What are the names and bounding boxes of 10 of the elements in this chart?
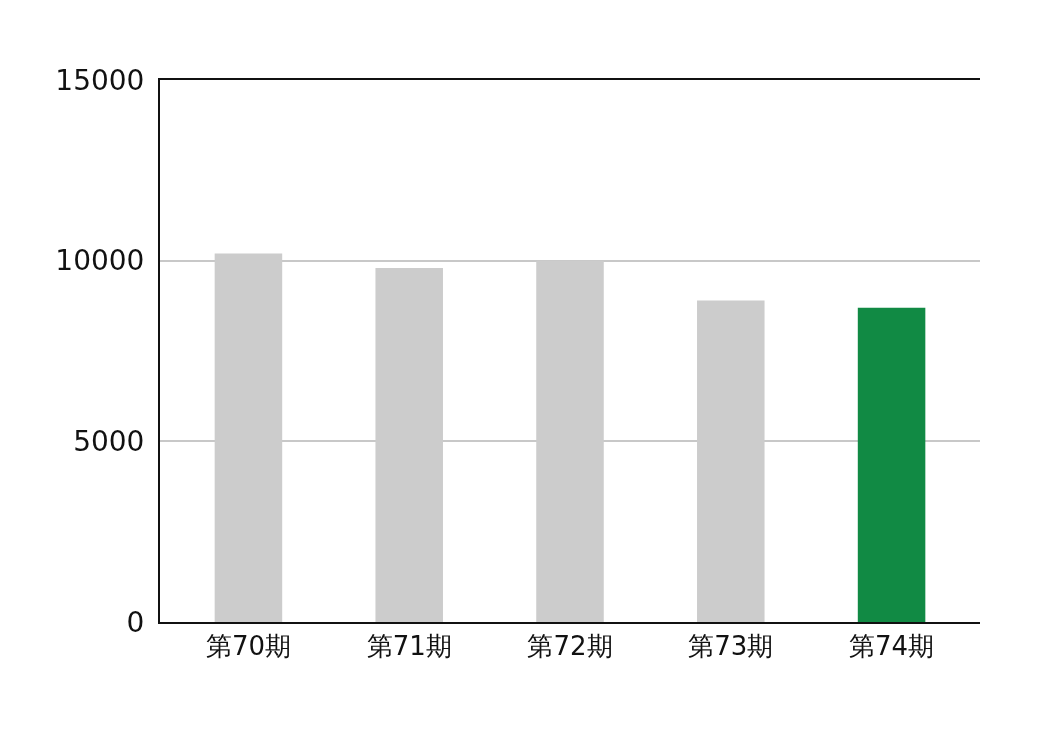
x-tick-label: 第71期 (366, 631, 452, 662)
y-tick-label: 5000 (73, 425, 145, 459)
x-tick-label: 第72期 (527, 631, 613, 662)
y-tick-label: 15000 (55, 63, 145, 97)
x-tick-label: 第70期 (205, 631, 291, 662)
x-tick-label: 第74期 (849, 631, 935, 662)
y-tick-label: 0 (126, 605, 145, 639)
y-tick-label: 10000 (55, 244, 145, 278)
bar (857, 307, 926, 622)
x-tick-label: 第73期 (688, 631, 774, 662)
